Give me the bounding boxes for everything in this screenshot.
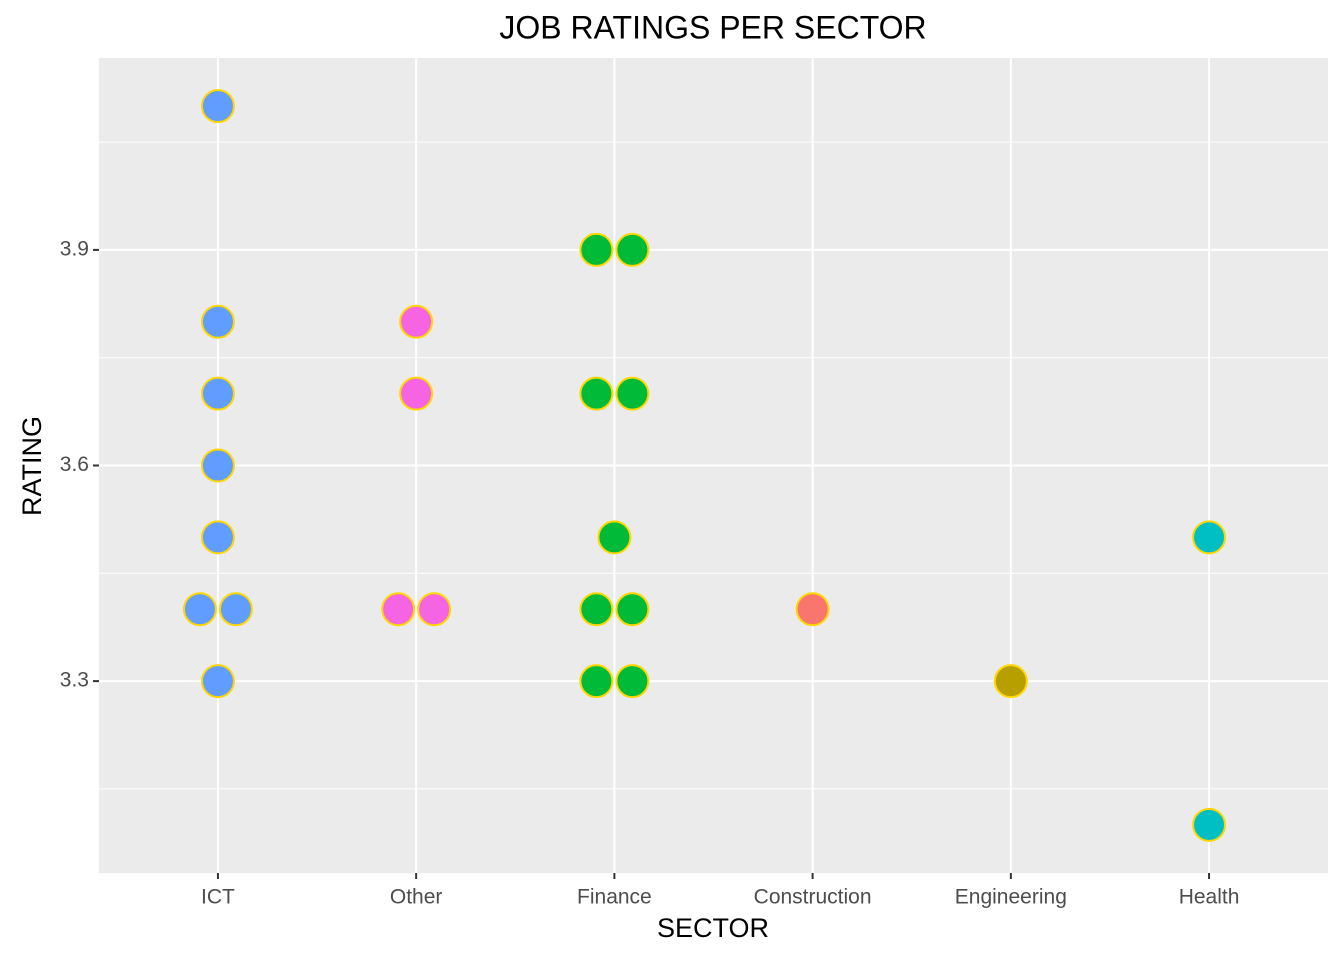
dot xyxy=(381,592,416,627)
dot xyxy=(597,520,632,555)
dot xyxy=(417,592,452,627)
y-tick-label: 3.6 xyxy=(60,453,89,476)
dot xyxy=(399,376,434,411)
x-tick-label: Construction xyxy=(754,886,872,909)
dot xyxy=(615,664,650,699)
y-axis-label: RATING xyxy=(17,416,47,516)
dot xyxy=(795,592,830,627)
dot xyxy=(1192,520,1227,555)
dot xyxy=(993,664,1028,699)
dot xyxy=(1192,807,1227,842)
dot xyxy=(615,376,650,411)
x-tick-label: Health xyxy=(1179,886,1240,909)
y-tick-label: 3.9 xyxy=(60,237,89,260)
dot xyxy=(615,232,650,267)
dot xyxy=(200,520,235,555)
x-tick-label: Other xyxy=(390,886,443,909)
dot xyxy=(200,448,235,483)
dot xyxy=(579,232,614,267)
dot xyxy=(579,664,614,699)
dot xyxy=(579,376,614,411)
dot xyxy=(200,376,235,411)
dot xyxy=(218,592,253,627)
dot xyxy=(200,664,235,699)
chart-title: JOB RATINGS PER SECTOR xyxy=(499,9,926,45)
y-tick-label: 3.3 xyxy=(60,669,89,692)
dot xyxy=(579,592,614,627)
x-tick-label: ICT xyxy=(201,886,235,909)
dot xyxy=(200,89,235,124)
x-tick-label: Engineering xyxy=(955,886,1067,909)
dot xyxy=(182,592,217,627)
x-axis-label: SECTOR xyxy=(657,913,769,943)
dot xyxy=(200,304,235,339)
dot xyxy=(399,304,434,339)
x-tick-label: Finance xyxy=(577,886,652,909)
dot xyxy=(615,592,650,627)
